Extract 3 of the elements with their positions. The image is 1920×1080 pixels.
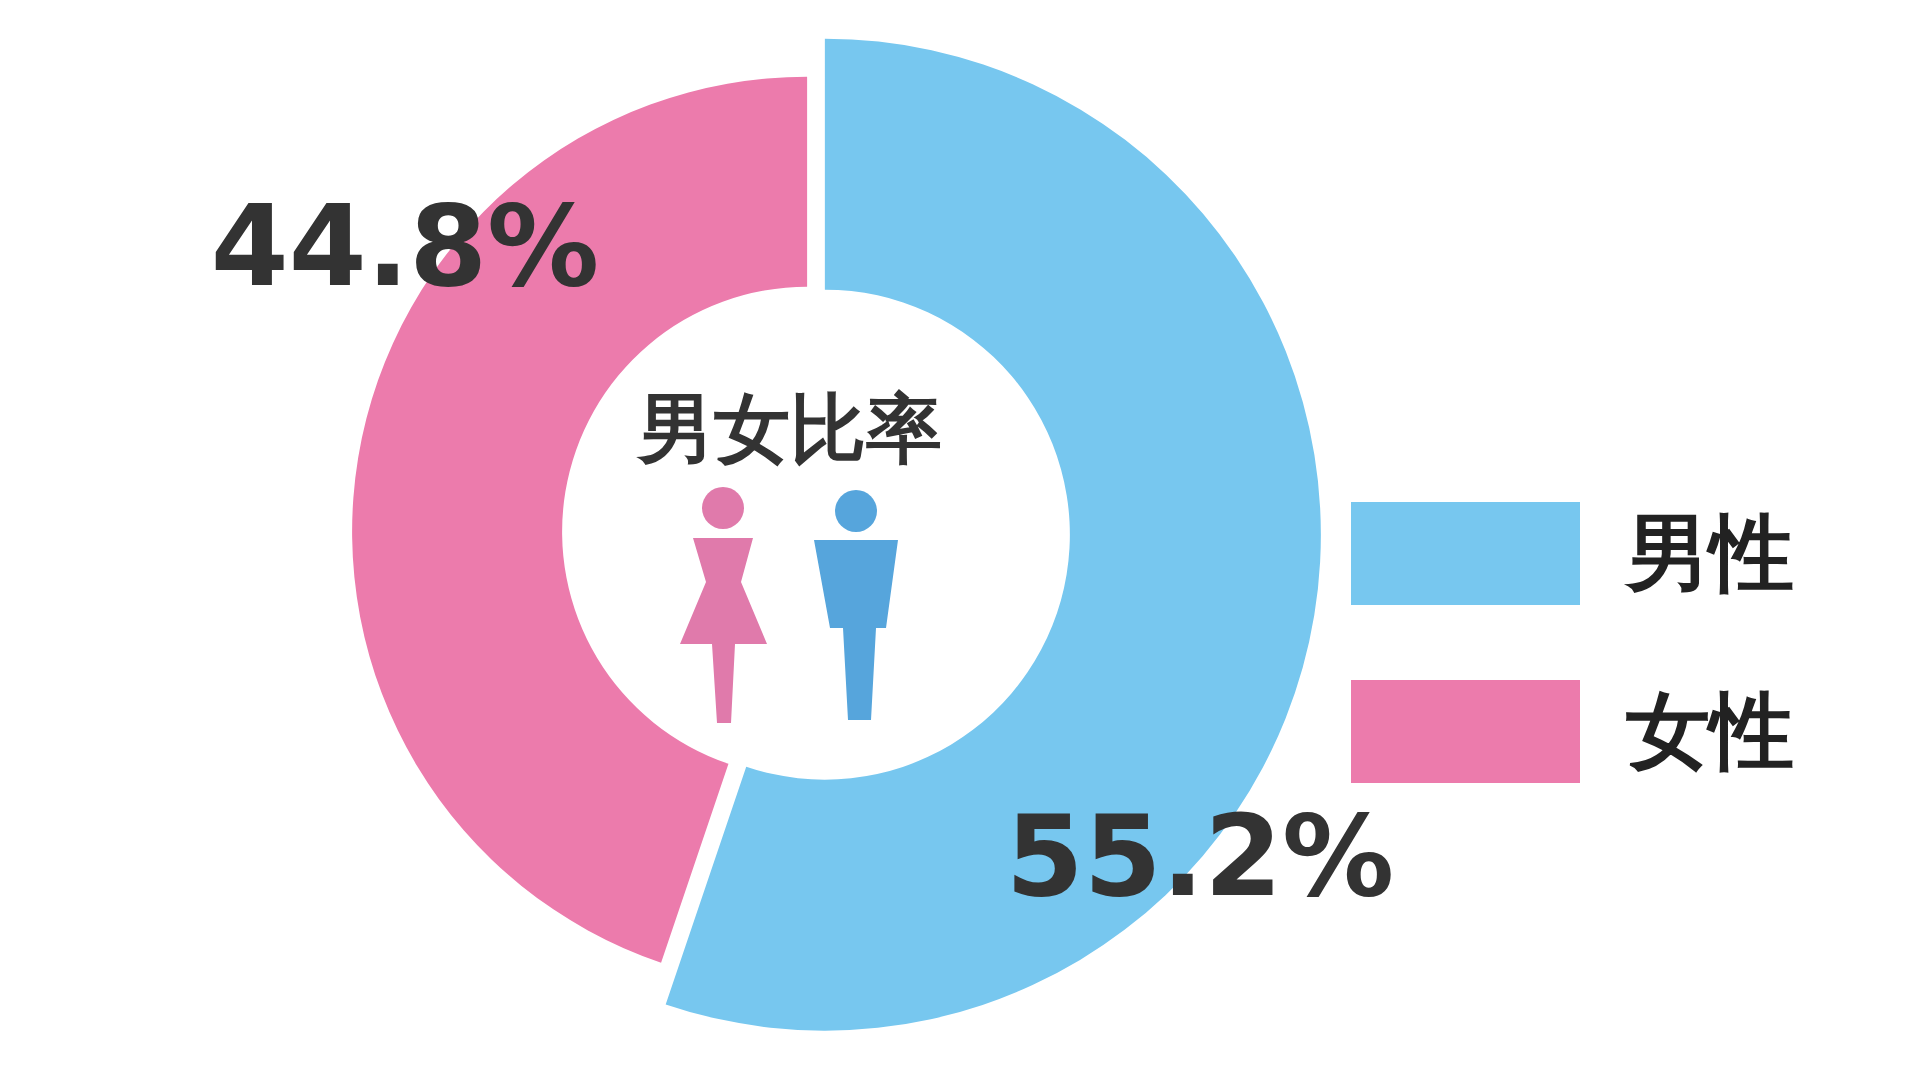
text: 男女比率 [636,384,942,473]
legend-label: 女性 [1626,682,1794,780]
legend-label: 男性 [1623,504,1794,602]
